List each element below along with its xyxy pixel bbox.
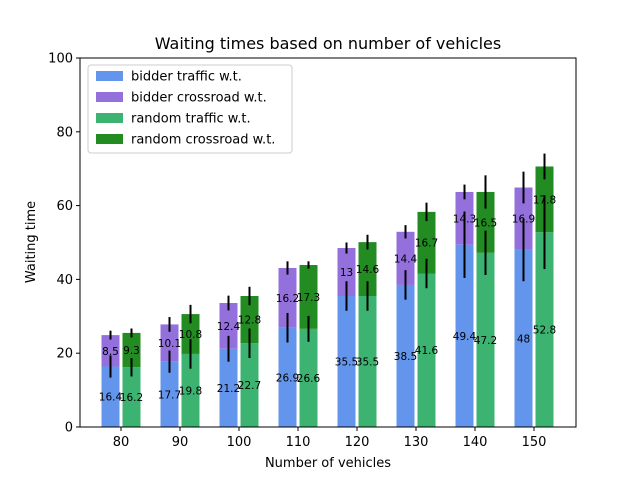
- random-traffic-value-label: 52.8: [533, 325, 556, 337]
- random-traffic-bar: [181, 353, 200, 427]
- bidder-crossroad-bar: [219, 303, 238, 349]
- bidder-crossroad-value-label: 14.3: [453, 213, 476, 225]
- bidder-traffic-value-label: 49.4: [453, 331, 477, 343]
- bidder-crossroad-value-label: 8.5: [102, 346, 119, 358]
- bidder-crossroad-bar: [278, 267, 297, 328]
- bidder-traffic-value-label: 16.4: [99, 392, 123, 404]
- random-crossroad-bar: [122, 332, 141, 368]
- bidder-traffic-value-label: 35.5: [335, 357, 358, 369]
- random-crossroad-value-label: 12.8: [238, 315, 261, 327]
- bidder-traffic-bar: [278, 327, 297, 427]
- random-traffic-bar: [299, 328, 318, 427]
- random-crossroad-value-label: 10.8: [179, 329, 202, 341]
- random-crossroad-value-label: 9.3: [123, 345, 140, 357]
- x-tick-label: 110: [286, 435, 311, 450]
- random-crossroad-value-label: 16.7: [415, 238, 438, 250]
- x-tick-label: 120: [345, 435, 370, 450]
- legend-label-bidder-traffic: bidder traffic w.t.: [131, 70, 242, 85]
- bidder-traffic-value-label: 26.9: [276, 372, 299, 384]
- legend-swatch-random-crossroad: [96, 134, 123, 144]
- y-tick-label: 0: [65, 421, 73, 436]
- random-traffic-value-label: 16.2: [120, 392, 143, 404]
- x-tick-label: 140: [463, 435, 488, 450]
- random-traffic-value-label: 26.6: [297, 373, 321, 385]
- y-axis-label: Waiting time: [24, 201, 39, 283]
- random-traffic-bar: [122, 367, 141, 427]
- legend: bidder traffic w.t. bidder crossroad w.t.…: [87, 64, 293, 154]
- x-tick-label: 100: [227, 435, 252, 450]
- bidder-traffic-bar: [160, 361, 179, 427]
- random-crossroad-value-label: 17.3: [297, 292, 320, 304]
- random-traffic-bar: [240, 343, 259, 427]
- random-crossroad-bar: [417, 211, 436, 274]
- bidder-traffic-value-label: 38.5: [394, 351, 417, 363]
- plot-area: 16.4 8.5 16.2 9.3 17.7 10.1 19.8 10.8 21.2 12.4 22…: [99, 153, 556, 427]
- bidder-crossroad-bar: [396, 231, 415, 285]
- axes-frame: [79, 57, 577, 428]
- random-traffic-value-label: 47.2: [474, 335, 497, 347]
- y-tick-label: 80: [56, 125, 73, 140]
- bidder-traffic-bar: [101, 366, 120, 427]
- bidder-crossroad-bar: [337, 248, 356, 297]
- random-traffic-value-label: 35.5: [356, 357, 379, 369]
- bidder-crossroad-value-label: 12.4: [217, 321, 241, 333]
- legend-swatch-random-traffic: [96, 113, 123, 123]
- bidder-crossroad-value-label: 16.9: [512, 214, 535, 226]
- legend-label-random-traffic: random traffic w.t.: [131, 112, 251, 127]
- bidder-crossroad-value-label: 13: [340, 267, 353, 279]
- y-tick-label: 100: [48, 52, 73, 67]
- chart-title: Waiting times based on number of vehicle…: [155, 34, 501, 53]
- bidder-crossroad-value-label: 14.4: [394, 253, 418, 265]
- random-crossroad-bar: [299, 265, 318, 329]
- random-crossroad-bar: [240, 296, 259, 344]
- legend-label-bidder-crossroad: bidder crossroad w.t.: [131, 91, 267, 106]
- y-tick-label: 20: [56, 347, 73, 362]
- x-tick-label: 90: [172, 435, 189, 450]
- bidder-traffic-value-label: 17.7: [158, 389, 181, 401]
- legend-swatch-bidder-crossroad: [96, 92, 123, 102]
- random-traffic-value-label: 41.6: [415, 345, 439, 357]
- bidder-traffic-bar: [514, 249, 533, 427]
- bidder-crossroad-bar: [160, 324, 179, 362]
- bidder-traffic-value-label: 48: [517, 333, 530, 345]
- bidder-traffic-bar: [219, 348, 238, 427]
- random-crossroad-bar: [476, 191, 495, 253]
- bidder-traffic-bar: [337, 296, 356, 427]
- x-tick-label: 150: [522, 435, 547, 450]
- legend-swatch-bidder-traffic: [96, 71, 123, 81]
- y-axis: 0 20 40 60 80 100: [48, 52, 80, 436]
- random-traffic-bar: [535, 232, 554, 427]
- random-traffic-bar: [476, 252, 495, 427]
- random-traffic-value-label: 22.7: [238, 380, 261, 392]
- bidder-crossroad-value-label: 10.1: [158, 338, 181, 350]
- bidder-traffic-value-label: 21.2: [217, 383, 240, 395]
- bidder-traffic-bar: [455, 244, 474, 427]
- random-traffic-bar: [417, 273, 436, 427]
- x-axis-label: Number of vehicles: [265, 456, 391, 471]
- y-tick-label: 40: [56, 273, 73, 288]
- random-crossroad-value-label: 16.5: [474, 217, 497, 229]
- y-tick-label: 60: [56, 199, 73, 214]
- bidder-traffic-bar: [396, 284, 415, 427]
- x-tick-label: 130: [404, 435, 429, 450]
- x-tick-label: 80: [113, 435, 130, 450]
- legend-label-random-crossroad: random crossroad w.t.: [131, 133, 275, 148]
- random-crossroad-value-label: 17.8: [533, 194, 556, 206]
- random-traffic-bar: [358, 296, 377, 427]
- random-crossroad-bar: [181, 314, 200, 354]
- legend-box: [87, 64, 293, 154]
- random-crossroad-value-label: 14.6: [356, 264, 380, 276]
- bidder-crossroad-bar: [101, 335, 120, 367]
- bidder-crossroad-value-label: 16.2: [276, 293, 299, 305]
- random-traffic-value-label: 19.8: [179, 385, 202, 397]
- random-crossroad-bar: [358, 242, 377, 297]
- x-axis: 80 90 100 110 120 130 140 150: [113, 427, 547, 450]
